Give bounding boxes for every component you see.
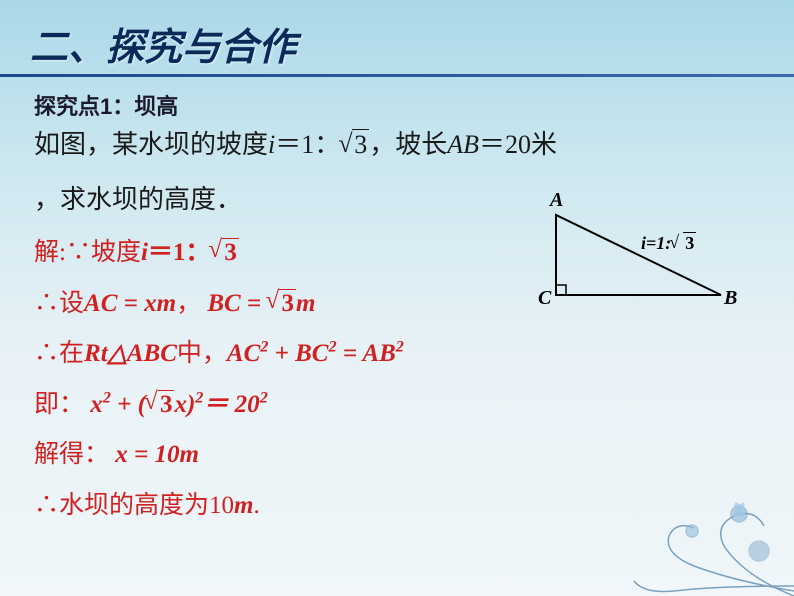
sol6-suffix: . (253, 492, 259, 519)
problem-suffix: ，坡长 (369, 130, 447, 159)
problem-prefix: 如图，某水坝的坡度 (34, 130, 268, 159)
right-angle-mark (556, 285, 566, 295)
sol5-prefix: 解得： (34, 441, 109, 468)
section-header: 二、探究与合作 (0, 0, 794, 75)
sol4-prefix: 即： (34, 391, 84, 418)
section-title: 二、探究与合作 (30, 16, 764, 71)
slope-label: i=1:3 (641, 233, 696, 254)
subtitle: 探究点1：坝高 (34, 89, 794, 121)
vertex-b: B (724, 287, 737, 310)
sol4-sqrt: 3 (146, 381, 175, 429)
sol1-prefix: 解:∵坡度 (34, 239, 141, 266)
problem-line1: 如图，某水坝的坡度i＝1：3，坡长AB＝20米 (34, 125, 760, 164)
slope-sqrt: 3 (671, 233, 696, 254)
sol5-eq: x = 10m (115, 441, 199, 468)
sol3-mid: 中， (177, 340, 227, 367)
solution-line4: 即： x2 + (3x)2＝ 202 (34, 381, 760, 429)
problem-line2: ，求水坝的高度． (34, 180, 760, 219)
var-ab: AB (447, 130, 479, 159)
sol4-a: x2 + ( (90, 391, 146, 418)
sol2-m: m (296, 290, 315, 317)
sol6-prefix: ∴水坝的高度为10 (34, 492, 234, 519)
sol2-ac: AC = xm (84, 290, 176, 317)
triangle-path (556, 215, 721, 295)
sqrt3: 3 (340, 125, 369, 164)
sol2-comma: ， (176, 290, 201, 317)
sol4-b: x)2＝ 202 (174, 391, 267, 418)
solution-line3: ∴在Rt△ABC中，AC2 + BC2 = AB2 (34, 330, 760, 378)
title-underline (0, 74, 794, 77)
sol2-bc-a: BC = (207, 290, 267, 317)
sol1-eq: ＝1： (148, 239, 211, 266)
vertex-c: C (538, 287, 551, 310)
decorative-flourish (594, 436, 794, 596)
sol2-sqrt: 3 (267, 280, 296, 328)
ab-value: ＝20米 (479, 130, 557, 159)
sol3-eq: AC2 + BC2 = AB2 (227, 340, 404, 367)
sol1-i: i (141, 239, 148, 266)
ratio-text: ＝1： (275, 130, 340, 159)
sol3-prefix: ∴在 (34, 340, 84, 367)
sol1-sqrt: 3 (210, 229, 239, 277)
slope-text: i=1: (641, 233, 671, 253)
sol3-rt: Rt△ABC (84, 340, 177, 367)
sol6-m: m (234, 492, 253, 519)
sol2-prefix: ∴设 (34, 290, 84, 317)
